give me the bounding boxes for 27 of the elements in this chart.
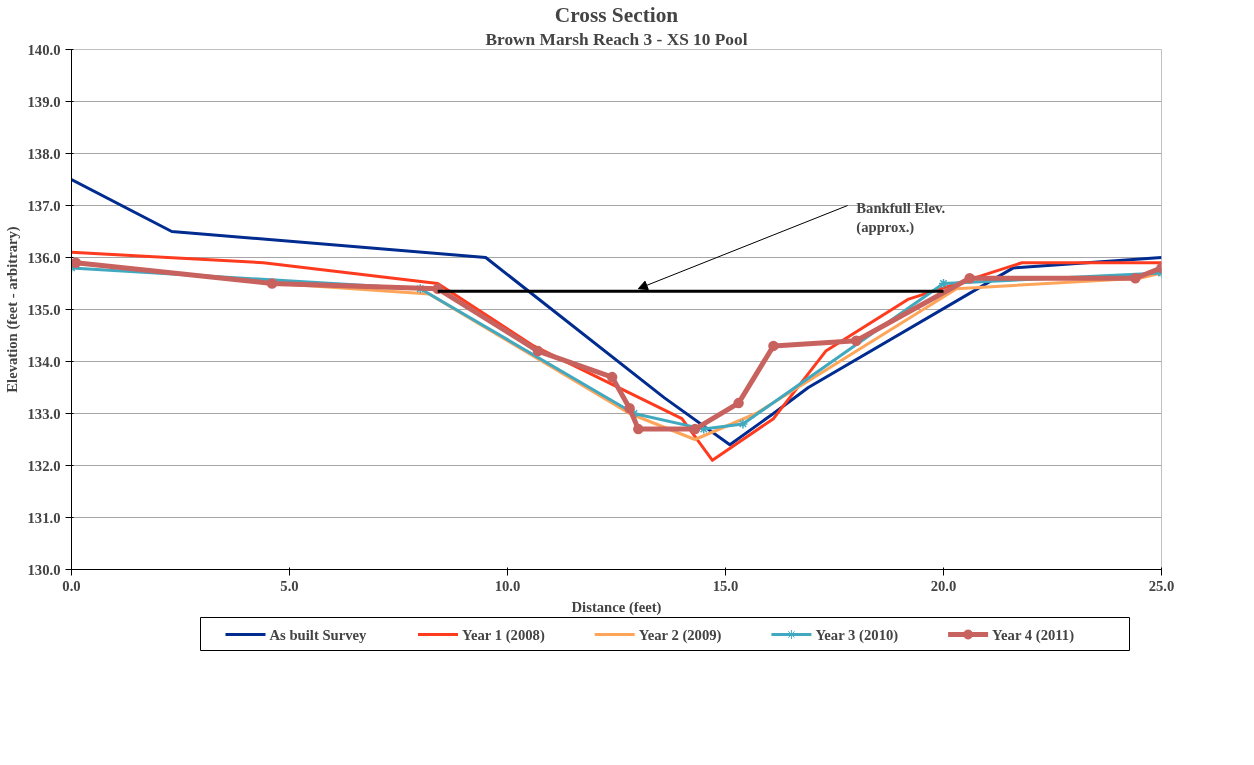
annotation: Bankfull Elev. (approx.) bbox=[856, 200, 946, 237]
x-tick-label: 5.0 bbox=[280, 577, 299, 594]
x-tick-label: 0.0 bbox=[62, 577, 81, 594]
y-tick-label: 134.0 bbox=[27, 353, 61, 370]
y-tick-label: 133.0 bbox=[27, 405, 61, 422]
x-axis-title: Distance (feet) bbox=[571, 598, 662, 616]
y-tick-label: 132.0 bbox=[27, 457, 61, 474]
x-tick-label: 20.0 bbox=[930, 577, 957, 594]
x-tick-label: 15.0 bbox=[712, 577, 739, 594]
chart-subtitle: Brown Marsh Reach 3 - XS 10 Pool bbox=[485, 29, 748, 49]
y-tick-label: 131.0 bbox=[27, 509, 61, 526]
chart-title: Cross Section bbox=[554, 2, 679, 27]
y-tick-label: 135.0 bbox=[27, 301, 61, 318]
legend-label: Year 3 (2010) bbox=[815, 626, 899, 644]
legend-label: Year 2 (2009) bbox=[638, 626, 722, 644]
x-tick-label: 25.0 bbox=[1148, 577, 1175, 594]
y-tick-label: 137.0 bbox=[27, 197, 61, 214]
y-tick-label: 130.0 bbox=[27, 561, 61, 578]
legend-label: Year 4 (2011) bbox=[992, 626, 1075, 644]
y-tick-label: 140.0 bbox=[27, 41, 61, 58]
y-tick-label: 139.0 bbox=[27, 93, 61, 110]
y-tick-label: 136.0 bbox=[27, 249, 61, 266]
x-tick-label: 10.0 bbox=[494, 577, 521, 594]
legend-label: As built Survey bbox=[269, 626, 368, 643]
y-tick-label: 138.0 bbox=[27, 145, 61, 162]
y-axis-title: Elevation (feet - arbitrary) bbox=[3, 226, 21, 393]
legend-label: Year 1 (2008) bbox=[462, 626, 545, 644]
